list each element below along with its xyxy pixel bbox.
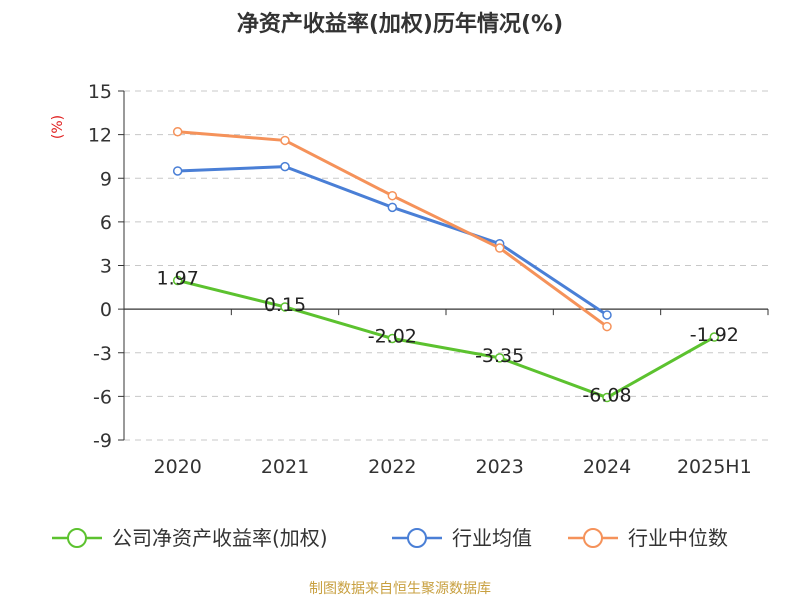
chart-title: 净资产收益率(加权)历年情况(%) <box>236 12 564 37</box>
y-tick-label: 3 <box>100 256 112 278</box>
data-point <box>387 333 398 344</box>
x-tick-label: 2020 <box>153 456 201 478</box>
data-point <box>709 332 720 342</box>
legend-marker <box>583 528 603 548</box>
axes <box>118 90 769 441</box>
y-tick-label: -3 <box>93 343 112 365</box>
legend-label: 行业均值 <box>452 526 532 550</box>
data-point <box>602 392 612 403</box>
data-label: -6.08 <box>582 385 631 407</box>
legend-label: 行业中位数 <box>628 526 728 550</box>
y-tick-label: 15 <box>88 81 112 103</box>
data-point <box>172 275 183 286</box>
y-tick-label: 9 <box>100 168 112 190</box>
data-label: 1.97 <box>157 267 199 289</box>
data-point <box>172 166 183 176</box>
data-source-note: 制图数据来自恒生聚源数据库 <box>309 581 491 597</box>
y-axis-label: (%) <box>50 115 66 139</box>
data-point <box>602 321 612 332</box>
data-point <box>387 202 398 213</box>
legend-label: 公司净资产收益率(加权) <box>112 526 328 550</box>
y-tick-label: -6 <box>93 386 112 408</box>
series-line <box>177 279 716 400</box>
data-point <box>172 126 183 137</box>
data-point <box>387 190 398 201</box>
y-tick-label: -9 <box>93 430 112 452</box>
data-label: -1.92 <box>690 324 739 346</box>
legend-item: 行业中位数 <box>568 526 728 550</box>
data-label: -3.35 <box>475 345 524 367</box>
y-tick-label: 12 <box>88 125 112 147</box>
series-lines <box>172 126 720 403</box>
data-label: 0.15 <box>264 294 306 316</box>
data-point <box>494 353 505 363</box>
x-tick-label: 2025H1 <box>677 456 752 478</box>
y-tick-label: 0 <box>100 299 112 321</box>
y-tick-labels: -9 -6 -3 0 3 6 9 12 15 <box>88 81 112 452</box>
legend-marker <box>407 528 427 548</box>
x-tick-label: 2022 <box>368 456 416 478</box>
x-tick-label: 2023 <box>475 456 523 478</box>
x-tick-label: 2021 <box>261 456 309 478</box>
legend-marker <box>67 528 87 548</box>
legend-item: 行业均值 <box>392 526 532 550</box>
x-tick-labels: 2020 2021 2022 2023 2024 2025H1 <box>153 456 751 478</box>
data-labels: 1.97 0.15 -2.02 -3.35 -6.08 -1.92 <box>157 267 739 406</box>
data-point <box>280 302 290 312</box>
data-point <box>494 243 505 253</box>
data-point <box>602 310 612 320</box>
data-point <box>280 135 290 146</box>
legend-item: 公司净资产收益率(加权) <box>52 526 328 550</box>
series-line <box>177 165 608 317</box>
data-point <box>280 161 290 172</box>
data-label: -2.02 <box>368 325 417 347</box>
x-tick-label: 2024 <box>583 456 631 478</box>
grid-lines <box>124 90 768 441</box>
y-tick-label: 6 <box>100 212 112 234</box>
legend: 公司净资产收益率(加权) 行业均值 行业中位数 <box>52 526 728 550</box>
